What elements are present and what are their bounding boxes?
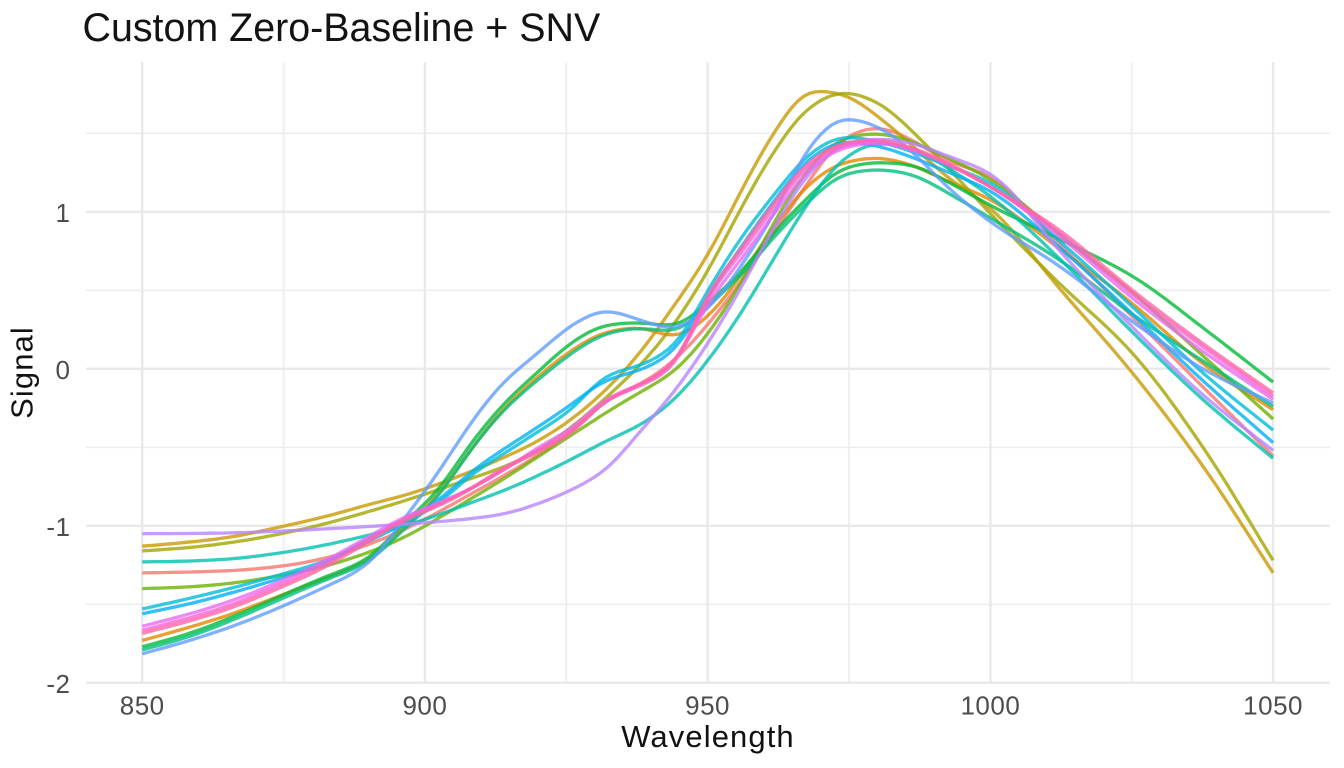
svg-text:-1: -1 [46,512,70,542]
svg-text:Signal: Signal [5,326,40,419]
svg-text:850: 850 [120,691,165,721]
svg-text:900: 900 [402,691,447,721]
svg-text:0: 0 [56,355,71,385]
svg-text:-2: -2 [46,669,70,699]
svg-text:1: 1 [56,198,71,228]
svg-text:950: 950 [685,691,730,721]
svg-text:Wavelength: Wavelength [621,719,795,754]
svg-text:Custom Zero-Baseline + SNV: Custom Zero-Baseline + SNV [83,6,601,50]
svg-text:1050: 1050 [1243,691,1303,721]
svg-text:1000: 1000 [960,691,1020,721]
